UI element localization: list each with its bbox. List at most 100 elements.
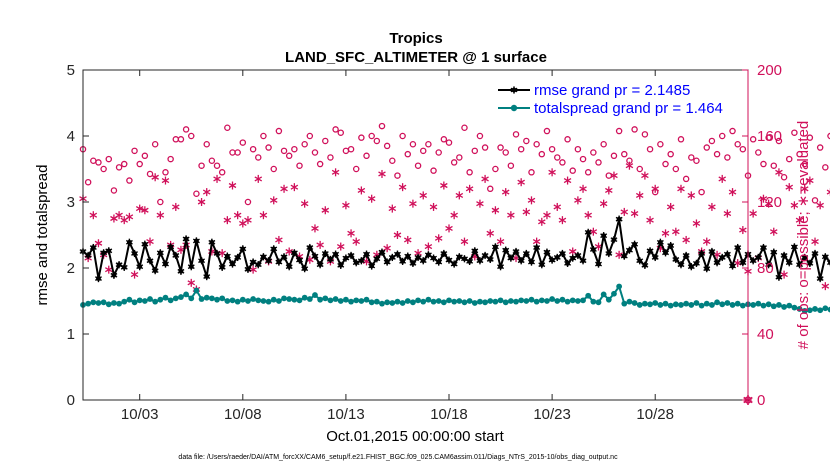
rmse-point-star (553, 253, 561, 262)
obs-evaluated-point-stroke (146, 239, 154, 245)
totalspread-point (260, 298, 267, 304)
obs-possible-point (827, 132, 830, 140)
obs-evaluated-point-stroke (342, 202, 350, 208)
obs-evaluated-point (558, 216, 567, 225)
totalspread-point (451, 298, 458, 305)
totalspread-point (250, 296, 257, 302)
obs-possible-point (636, 165, 643, 173)
rmse-point-star-stroke (94, 276, 102, 281)
totalspread-point (569, 297, 576, 304)
rmse-point-star (275, 258, 283, 266)
obs-evaluated-point (290, 183, 299, 192)
obs-evaluated-point-stroke (548, 169, 556, 175)
obs-possible-point (373, 137, 381, 145)
totalspread-point (755, 300, 762, 307)
rmse-point-star-stroke (589, 247, 597, 252)
rmse-point-star (357, 257, 365, 265)
obs-evaluated-point (728, 188, 737, 197)
rmse-point-star-stroke (337, 262, 345, 268)
obs-possible-point (120, 160, 128, 168)
rmse-point-star (120, 263, 128, 271)
totalspread-point (806, 307, 813, 314)
totalspread-point (611, 290, 617, 297)
rmse-point-star-stroke (326, 257, 334, 262)
obs-possible-point (337, 129, 345, 136)
rmse-point-star-stroke (749, 258, 757, 264)
totalspread-point (466, 298, 473, 304)
totalspread-point (714, 299, 720, 306)
totalspread-point (750, 302, 757, 308)
rmse-point-star-stroke (270, 246, 278, 252)
rmse-point-star (285, 263, 293, 271)
obs-evaluated-point (790, 201, 799, 210)
y-right-tick-label: 80 (757, 260, 774, 277)
obs-evaluated-point-stroke (584, 212, 592, 218)
obs-evaluated-point-stroke (491, 207, 500, 213)
rmse-point-star-stroke (574, 253, 582, 258)
obs-evaluated-point (517, 178, 525, 187)
obs-evaluated-point (187, 278, 196, 287)
totalspread-point (363, 296, 370, 303)
rmse-point-star (564, 259, 572, 267)
obs-possible-point (440, 136, 448, 143)
totalspread-point (574, 298, 581, 304)
obs-evaluated-point-stroke (579, 186, 587, 192)
rmse-point-star-stroke (631, 241, 639, 247)
legend-rmse-star (510, 86, 518, 94)
obs-possible-point (450, 159, 458, 166)
obs-evaluated-point (605, 186, 613, 195)
obs-possible-point (306, 132, 314, 140)
plot-area (83, 70, 748, 400)
rmse-point-star-stroke (301, 266, 309, 272)
rmse-point-star-stroke (548, 257, 556, 263)
totalspread-point (384, 299, 391, 306)
totalspread-point (672, 301, 679, 308)
rmse-point-star (533, 243, 541, 252)
y-axis-label-right: # of obs: o=possible; ∗=evaluated (795, 121, 812, 350)
rmse-point-star (615, 215, 623, 223)
obs-possible-point (600, 140, 607, 148)
rmse-point-star-stroke (311, 253, 319, 259)
obs-possible-point (486, 185, 494, 193)
rmse-point-star (574, 251, 582, 260)
obs-possible-point (765, 134, 772, 141)
rmse-point-star (625, 246, 633, 254)
rmse-point-star-stroke (208, 239, 216, 245)
obs-evaluated-point-stroke (615, 252, 623, 258)
rmse-point-star (667, 241, 675, 250)
rmse-point-star-stroke (89, 245, 97, 250)
obs-evaluated-point-stroke (352, 239, 361, 245)
obs-evaluated-point (759, 194, 768, 203)
totalspread-point (801, 308, 808, 314)
obs-possible-point (548, 145, 556, 153)
rmse-point-star (280, 253, 288, 261)
rmse-point-star-stroke (672, 257, 680, 262)
totalspread-point (178, 294, 184, 300)
obs-evaluated-point-stroke (728, 189, 737, 195)
obs-evaluated-point-stroke (708, 204, 716, 210)
obs-evaluated-point-stroke (172, 204, 180, 210)
obs-evaluated-point-stroke (718, 176, 727, 182)
footer-note: data file: /Users/raeder/DAI/ATM_forcXX/… (178, 454, 618, 461)
obs-possible-point (785, 155, 793, 163)
rmse-point-star (703, 265, 711, 273)
rmse-point-star (167, 243, 175, 251)
totalspread-point (678, 302, 684, 308)
obs-evaluated-point-stroke (538, 219, 546, 225)
obs-possible-point (698, 188, 705, 196)
rmse-point-star-stroke (723, 251, 731, 257)
obs-possible-point (811, 197, 819, 204)
obs-possible-point (167, 155, 174, 163)
rmse-point-star-stroke (347, 253, 355, 258)
obs-possible-point (425, 140, 432, 148)
rmse-point-star (734, 243, 742, 252)
rmse-point-star-stroke (816, 276, 824, 281)
rmse-point-star-stroke (280, 254, 288, 260)
rmse-point-star (296, 256, 303, 264)
obs-evaluated-point (450, 211, 458, 220)
obs-evaluated-point-stroke (141, 207, 149, 213)
rmse-point-star (234, 253, 242, 262)
obs-evaluated-point-stroke (347, 230, 355, 236)
rmse-point-star (770, 248, 778, 256)
rmse-point-star-stroke (512, 249, 520, 254)
